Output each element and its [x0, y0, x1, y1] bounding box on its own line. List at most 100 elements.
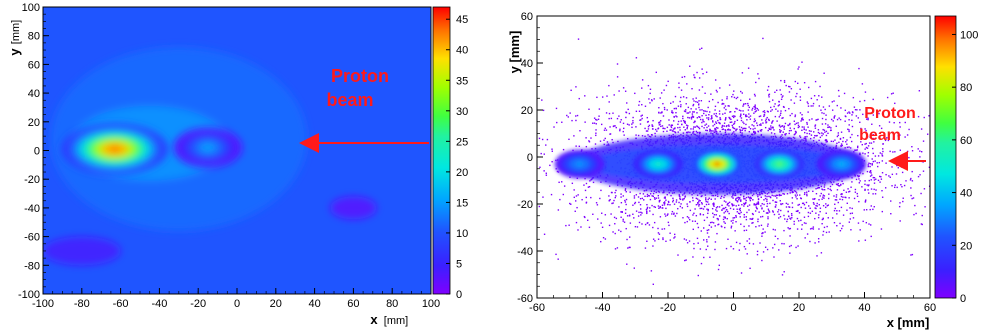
right-point — [889, 176, 891, 178]
right-point — [706, 126, 708, 129]
right-point — [673, 203, 676, 205]
right-point — [722, 113, 724, 115]
right-point — [662, 102, 664, 105]
right-point — [733, 127, 736, 130]
right-point — [628, 214, 631, 216]
right-point — [736, 200, 738, 202]
right-point — [713, 205, 715, 207]
right-point — [872, 133, 874, 136]
right-point — [679, 198, 682, 201]
right-point — [658, 191, 661, 193]
right-point — [698, 103, 700, 105]
right-point — [799, 112, 802, 114]
right-point — [736, 211, 739, 213]
right-point — [926, 133, 929, 135]
right-point — [749, 127, 752, 130]
right-point — [732, 222, 734, 224]
right-point — [754, 105, 756, 108]
right-point — [770, 106, 772, 109]
right-point — [743, 195, 745, 197]
right-point — [824, 108, 826, 111]
right-colorbar-tick-label: 0 — [960, 293, 966, 305]
right-point — [761, 215, 764, 218]
right-point — [651, 204, 653, 207]
right-point — [843, 189, 845, 192]
right-point — [752, 217, 754, 220]
right-point — [852, 111, 854, 114]
right-point — [801, 202, 804, 205]
right-point — [677, 207, 679, 210]
right-point — [657, 127, 660, 129]
right-point — [719, 130, 721, 133]
right-point — [751, 107, 754, 110]
right-point — [670, 129, 672, 131]
right-point — [726, 204, 729, 206]
right-point — [739, 194, 742, 196]
right-point — [708, 197, 710, 199]
right-point — [908, 156, 910, 159]
right-point — [661, 228, 663, 230]
right-point — [871, 174, 873, 176]
right-point — [700, 99, 703, 102]
right-point — [664, 197, 667, 199]
right-point — [806, 194, 808, 197]
right-point — [663, 108, 666, 111]
right-point — [653, 221, 656, 224]
right-point — [810, 105, 812, 107]
right-point — [671, 213, 673, 215]
right-point — [545, 144, 547, 146]
right-point — [822, 217, 824, 220]
right-point — [595, 118, 597, 121]
right-point — [680, 120, 682, 122]
right-point — [850, 140, 853, 143]
right-point — [592, 181, 595, 184]
right-point — [757, 73, 759, 75]
right-point — [775, 194, 778, 196]
right-point — [698, 89, 701, 91]
right-point — [614, 223, 616, 225]
right-point — [680, 105, 682, 108]
right-spot-level — [839, 162, 844, 167]
right-point — [859, 152, 861, 155]
right-point — [652, 128, 654, 130]
right-point — [739, 131, 742, 134]
right-point — [723, 122, 726, 124]
right-point — [779, 200, 781, 202]
right-point — [855, 178, 858, 181]
right-point — [678, 86, 680, 89]
right-point — [794, 115, 796, 118]
right-point — [837, 201, 839, 204]
right-point — [616, 76, 619, 78]
right-point — [840, 131, 843, 133]
right-point — [842, 196, 844, 198]
right-point — [799, 99, 802, 101]
right-point — [648, 98, 650, 100]
right-point — [690, 108, 692, 110]
right-point — [666, 130, 668, 132]
right-point — [833, 117, 835, 119]
right-point — [625, 191, 627, 193]
left-colorbar-tick-label: 20 — [456, 167, 468, 179]
right-point — [744, 248, 747, 250]
right-point — [741, 72, 744, 74]
right-point — [713, 131, 716, 133]
right-point — [836, 210, 838, 212]
right-point — [732, 116, 735, 119]
right-point — [858, 200, 860, 203]
right-point — [693, 126, 695, 128]
right-y-tick-label: 0 — [527, 152, 533, 164]
right-point — [618, 229, 620, 231]
right-point — [696, 131, 699, 134]
right-point — [578, 145, 581, 148]
right-point — [613, 94, 615, 96]
right-point — [562, 148, 565, 151]
right-point — [776, 89, 778, 92]
right-point — [697, 203, 699, 205]
right-point — [762, 232, 764, 234]
right-point — [780, 79, 782, 82]
right-point — [670, 102, 672, 104]
right-point — [822, 204, 825, 207]
right-point — [839, 230, 842, 232]
right-point — [743, 205, 745, 207]
